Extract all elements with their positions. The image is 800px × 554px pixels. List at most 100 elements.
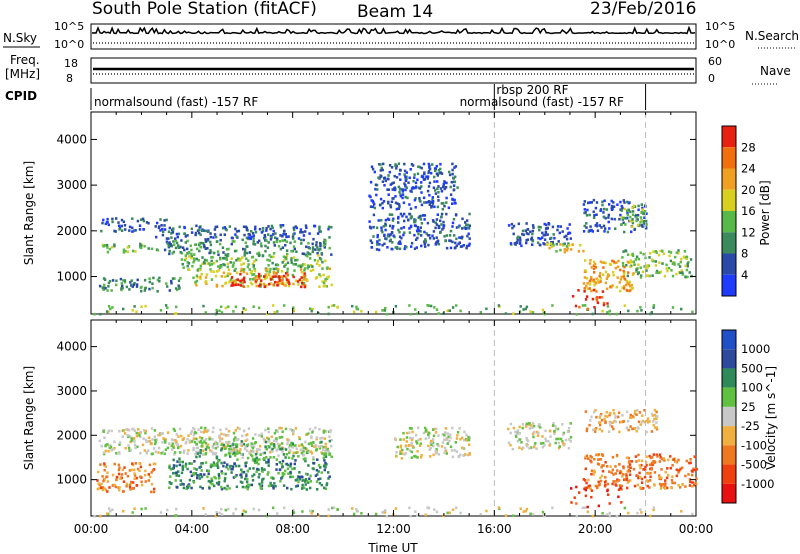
heatmap-cell: [223, 433, 226, 436]
heatmap-cell: [618, 463, 621, 466]
heatmap-cell: [301, 510, 304, 513]
heatmap-cell: [627, 208, 630, 212]
heatmap-cell: [445, 196, 448, 200]
heatmap-cell: [293, 269, 296, 272]
heatmap-cell: [260, 481, 264, 484]
heatmap-cell: [565, 234, 568, 238]
heatmap-cell: [629, 425, 632, 428]
heatmap-cell: [296, 484, 299, 488]
heatmap-cell: [292, 263, 295, 266]
heatmap-cell: [257, 508, 261, 512]
heatmap-cell: [625, 283, 628, 287]
heatmap-cell: [583, 487, 586, 491]
heatmap-cell: [585, 214, 589, 217]
heatmap-cell: [217, 459, 220, 463]
heatmap-cell: [677, 249, 680, 252]
heatmap-cell: [406, 447, 409, 451]
heatmap-cell: [531, 229, 535, 233]
heatmap-cell: [390, 182, 394, 185]
heatmap-cell: [234, 507, 238, 511]
heatmap-cell: [192, 260, 195, 264]
heatmap-cell: [644, 461, 648, 464]
heatmap-cell: [450, 449, 454, 452]
heatmap-cell: [304, 230, 307, 233]
heatmap-cell: [219, 428, 222, 432]
heatmap-cell: [589, 278, 593, 282]
heatmap-cell: [432, 438, 435, 441]
heatmap-cell: [111, 217, 114, 221]
ytick-label: 3000: [56, 178, 87, 192]
heatmap-cell: [163, 224, 166, 227]
heatmap-cell: [522, 446, 525, 449]
heatmap-cell: [258, 277, 261, 280]
heatmap-cell: [383, 184, 386, 187]
heatmap-cell: [606, 482, 610, 486]
heatmap-cell: [256, 241, 259, 244]
nsky-tick-bottom: 10^0: [54, 38, 84, 51]
heatmap-cell: [276, 237, 279, 241]
heatmap-cell: [213, 251, 216, 255]
heatmap-cell: [397, 221, 400, 224]
heatmap-cell: [290, 258, 293, 262]
heatmap-cell: [401, 448, 404, 452]
heatmap-cell: [190, 474, 194, 478]
heatmap-cell: [453, 180, 457, 184]
heatmap-cell: [325, 285, 328, 288]
heatmap-cell: [267, 484, 271, 488]
heatmap-cell: [433, 175, 436, 179]
heatmap-cell: [255, 470, 258, 473]
heatmap-cell: [584, 259, 587, 262]
heatmap-cell: [196, 476, 199, 480]
heatmap-cell: [294, 459, 297, 462]
heatmap-cell: [569, 237, 572, 240]
heatmap-cell: [226, 274, 229, 278]
heatmap-cell: [411, 436, 414, 440]
heatmap-cell: [606, 489, 609, 493]
heatmap-cell: [653, 408, 656, 412]
heatmap-cell: [289, 428, 292, 431]
heatmap-cell: [454, 202, 457, 205]
heatmap-cell: [673, 261, 676, 265]
heatmap-cell: [107, 285, 110, 288]
heatmap-cell: [253, 260, 256, 263]
heatmap-cell: [198, 243, 201, 247]
heatmap-cell: [250, 444, 254, 447]
heatmap-cell: [531, 243, 534, 246]
heatmap-cell: [266, 473, 269, 476]
heatmap-cell: [432, 237, 435, 240]
heatmap-cell: [386, 188, 389, 191]
heatmap-cell: [251, 446, 255, 450]
heatmap-cell: [606, 465, 609, 468]
heatmap-cell: [252, 507, 255, 511]
heatmap-cell: [276, 284, 279, 287]
heatmap-cell: [691, 473, 694, 477]
heatmap-cell: [188, 255, 191, 258]
heatmap-cell: [538, 228, 541, 232]
heatmap-cell: [414, 197, 417, 200]
heatmap-cell: [115, 452, 118, 455]
heatmap-cell: [384, 179, 387, 183]
heatmap-cell: [435, 164, 438, 168]
heatmap-cell: [176, 443, 180, 447]
heatmap-cell: [596, 462, 600, 466]
heatmap-cell: [119, 477, 122, 480]
heatmap-cell: [220, 305, 223, 309]
heatmap-cell: [216, 442, 219, 445]
heatmap-cell: [577, 289, 580, 292]
heatmap-cell: [525, 239, 528, 242]
heatmap-cell: [102, 451, 105, 455]
heatmap-cell: [419, 437, 422, 441]
heatmap-cell: [307, 442, 311, 446]
heatmap-cell: [428, 164, 431, 168]
heatmap-cell: [214, 514, 218, 518]
heatmap-cell: [106, 250, 110, 254]
heatmap-cell: [103, 283, 106, 287]
heatmap-cell: [518, 432, 521, 435]
heatmap-cell: [246, 433, 249, 436]
heatmap-cell: [455, 437, 459, 440]
heatmap-cell: [420, 181, 423, 184]
heatmap-cell: [414, 206, 417, 209]
heatmap-cell: [627, 428, 630, 432]
heatmap-cell: [284, 427, 288, 431]
heatmap-cell: [147, 436, 151, 439]
